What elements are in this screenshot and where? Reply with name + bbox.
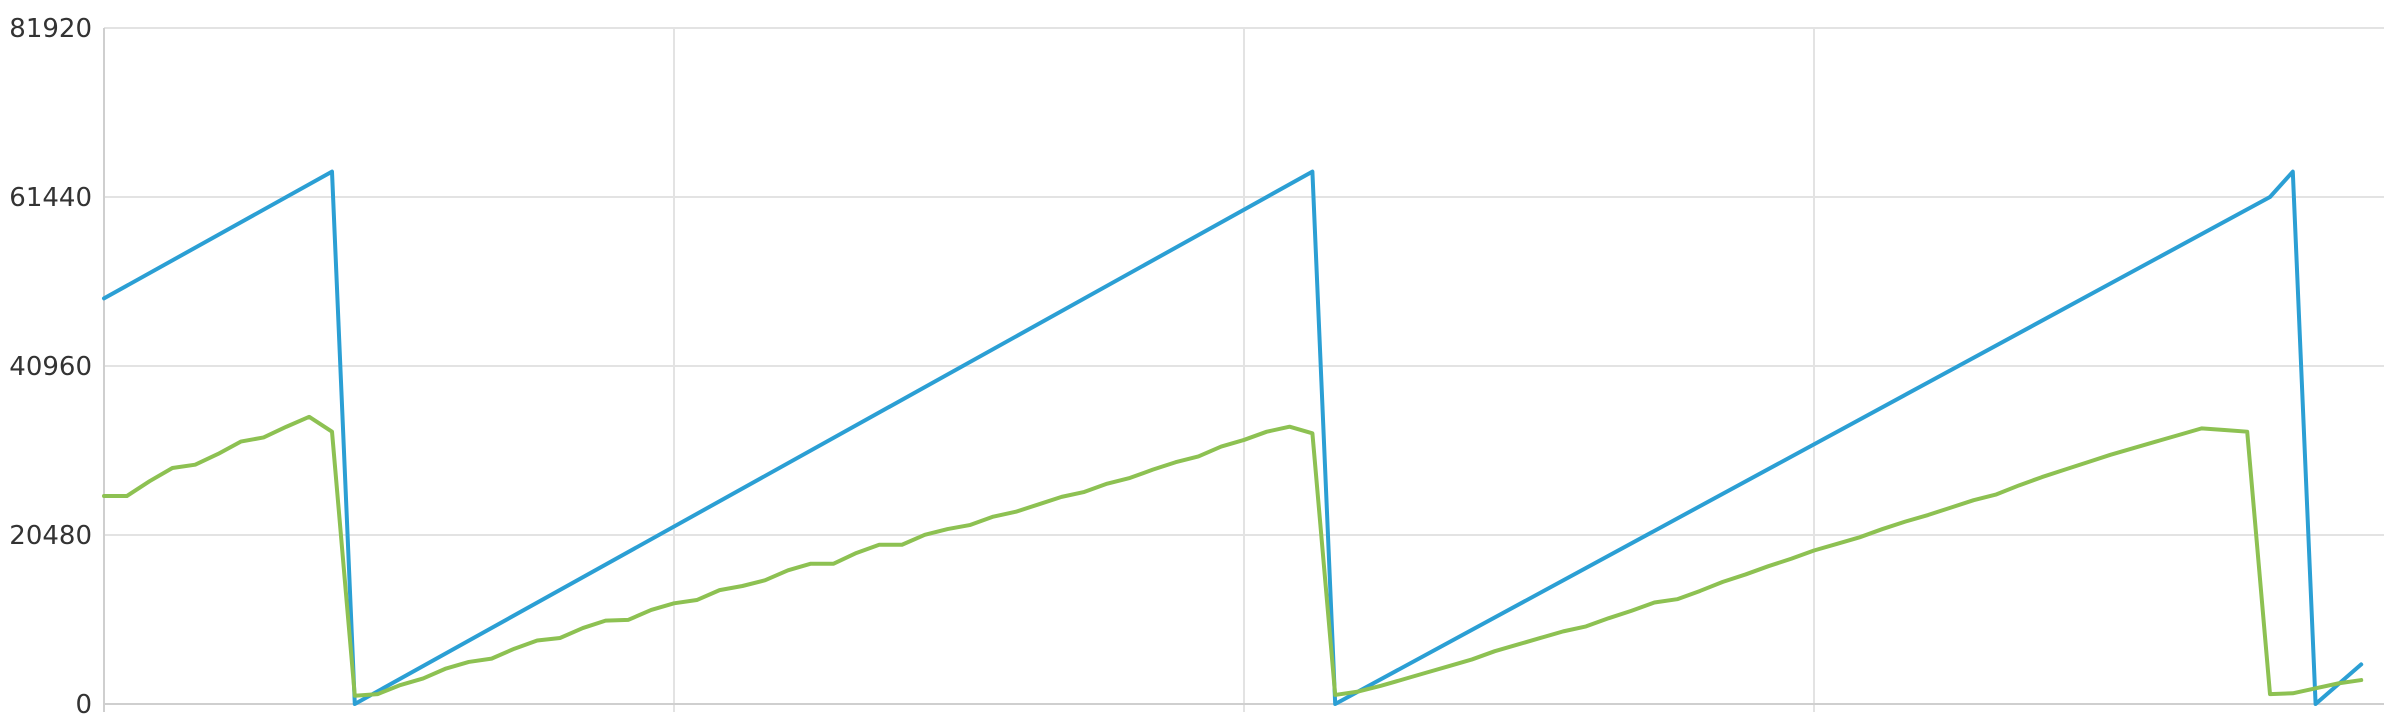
series-layer [102,169,2364,706]
series-line-green [102,414,2364,698]
y-tick-label: 81920 [9,14,92,44]
axis-layer [103,28,2384,712]
series-line-blue [102,169,2364,706]
y-tick-label: 40960 [9,352,92,382]
tick-label-layer: 0 20480 40960 61440 81920 [9,14,92,720]
y-tick-label: 61440 [9,183,92,213]
y-tick-label: 20480 [9,521,92,551]
grid-layer [103,27,2384,712]
y-tick-label: 0 [75,690,92,720]
